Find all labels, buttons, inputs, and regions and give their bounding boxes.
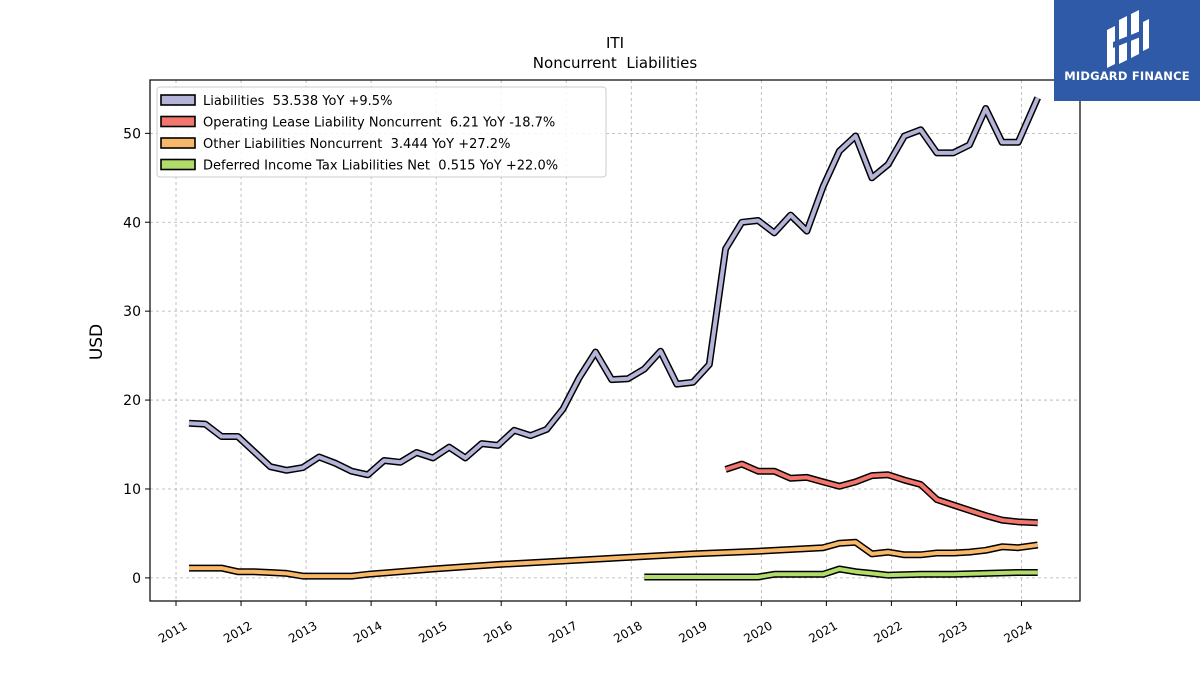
- brand-mark-icon: [1107, 10, 1149, 68]
- x-tick-label: 2024: [1002, 618, 1035, 645]
- x-tick-label: 2019: [676, 618, 709, 645]
- series-line-1: [724, 462, 1038, 525]
- x-tick-label: 2020: [741, 618, 774, 645]
- x-tick-label: 2013: [286, 618, 319, 645]
- legend-swatch-0: [160, 94, 196, 106]
- y-tick-label: 20: [123, 393, 141, 409]
- y-tick-label: 10: [123, 482, 141, 498]
- legend-box: [156, 86, 607, 178]
- x-tick-label: 2011: [156, 618, 189, 645]
- x-tick-label: 2021: [806, 618, 839, 645]
- x-tick-label: 2022: [871, 618, 904, 645]
- axis-ticks: 2011 2012 2013 2014 2015 2016 2017 2018 2019 2020…: [123, 126, 1035, 646]
- y-tick-label: 40: [123, 215, 141, 231]
- x-tick-label: 2015: [416, 618, 449, 645]
- chart-subtitle: Noncurrent Liabilities: [533, 54, 698, 72]
- x-tick-label: 2017: [546, 618, 579, 645]
- plot-area-frame: [149, 79, 1081, 602]
- y-axis-label: USD: [87, 324, 107, 360]
- legend-swatch-1: [160, 115, 196, 128]
- series-line-2: [189, 540, 1038, 579]
- series-layer: [188, 96, 1041, 581]
- x-tick-label: 2023: [936, 618, 969, 645]
- legend-label-1: Operating Lease Liability Noncurrent 6.2…: [203, 116, 555, 131]
- brand-name: MIDGARD FINANCE: [1064, 69, 1190, 83]
- legend-label-2: Other Liabilities Noncurrent 3.444 YoY +…: [203, 137, 510, 152]
- x-tick-label: 2012: [221, 618, 254, 645]
- series-line-3: [644, 567, 1038, 579]
- x-tick-label: 2016: [481, 618, 514, 645]
- y-tick-label: 30: [123, 304, 141, 320]
- x-tick-label: 2014: [351, 618, 384, 645]
- brand-logo: MIDGARD FINANCE: [1054, 0, 1200, 101]
- y-tick-label: 50: [123, 126, 141, 142]
- legend-label-3: Deferred Income Tax Liabilities Net 0.51…: [203, 159, 558, 174]
- legend-swatch-3: [160, 158, 196, 171]
- legend-label-0: Liabilities 53.538 YoY +9.5%: [203, 94, 392, 109]
- y-tick-label: 0: [132, 571, 141, 587]
- chart-title: ITI: [606, 34, 624, 52]
- legend-swatch-2: [160, 137, 196, 149]
- x-tick-label: 2018: [611, 618, 644, 645]
- series-line-0: [188, 96, 1040, 477]
- legend: Liabilities 53.538 YoY +9.5% Operating Le…: [156, 86, 607, 178]
